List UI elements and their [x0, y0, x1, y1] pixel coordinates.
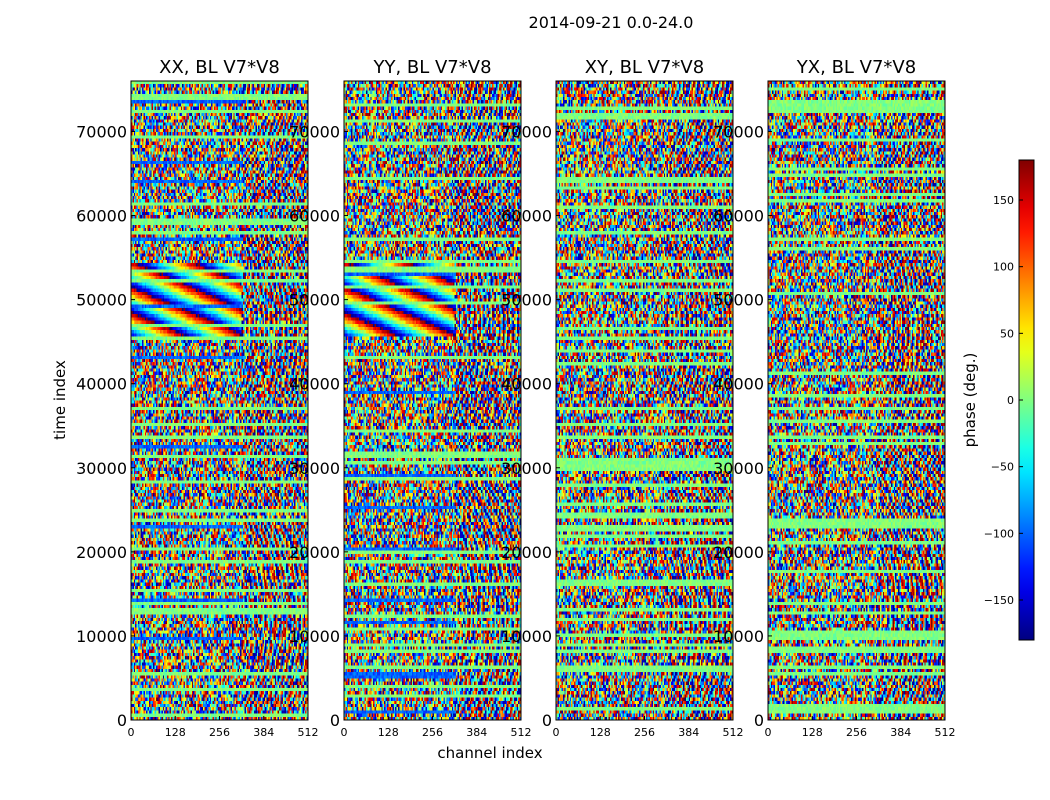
x-tick-label: 512: [298, 726, 319, 739]
x-tick-label: 384: [466, 726, 487, 739]
y-tick-label: 10000: [76, 627, 127, 646]
x-tick-label: 512: [723, 726, 744, 739]
x-tick-label: 0: [341, 726, 348, 739]
colorbar-tick-label: −100: [984, 527, 1014, 540]
x-tick-label: 256: [846, 726, 867, 739]
phase-image: [768, 81, 945, 720]
y-tick-label: 0: [117, 711, 127, 730]
y-tick-label: 60000: [713, 207, 764, 226]
y-tick-label: 30000: [713, 459, 764, 478]
panel-yx: YX, BL V7*V8 0 128 256 384 512 0 10000 20000 3000…: [713, 57, 955, 739]
y-tick-label: 20000: [289, 543, 340, 562]
colorbar-tick-label: −150: [984, 594, 1014, 607]
panels-group: XX, BL V7*V8 0 128 256 384 512 0 10000 20000 3000…: [76, 57, 955, 739]
colorbar-tick-label: 100: [993, 261, 1014, 274]
y-tick-label: 0: [754, 711, 764, 730]
panel-title: YX, BL V7*V8: [796, 57, 916, 78]
x-tick-label: 512: [935, 726, 956, 739]
x-axis-label: channel index: [437, 744, 542, 762]
x-tick-label: 128: [802, 726, 823, 739]
colorbar-label: phase (deg.): [961, 353, 979, 448]
y-tick-label: 20000: [76, 543, 127, 562]
y-tick-label: 30000: [76, 459, 127, 478]
y-tick-label: 70000: [289, 122, 340, 141]
y-tick-label: 50000: [501, 291, 552, 310]
y-axis-label: time index: [51, 360, 69, 440]
colorbar-tick-label: 50: [1000, 327, 1014, 340]
y-tick-label: 60000: [501, 207, 552, 226]
y-tick-label: 70000: [76, 122, 127, 141]
x-tick-label: 384: [253, 726, 274, 739]
y-tick-label: 40000: [76, 375, 127, 394]
colorbar-tick-label: 150: [993, 194, 1014, 207]
panel-title: XX, BL V7*V8: [159, 57, 280, 78]
x-tick-label: 0: [128, 726, 135, 739]
x-tick-label: 0: [553, 726, 560, 739]
x-tick-label: 384: [890, 726, 911, 739]
y-tick-label: 30000: [501, 459, 552, 478]
x-tick-label: 128: [590, 726, 611, 739]
y-tick-label: 40000: [289, 375, 340, 394]
y-tick-label: 50000: [713, 291, 764, 310]
y-tick-label: 10000: [501, 627, 552, 646]
y-tick-label: 50000: [76, 291, 127, 310]
y-tick-label: 20000: [501, 543, 552, 562]
y-tick-label: 10000: [713, 627, 764, 646]
panel-xx: XX, BL V7*V8 0 128 256 384 512 0 10000 20000 3000…: [76, 57, 318, 739]
x-tick-label: 128: [165, 726, 186, 739]
y-tick-label: 0: [330, 711, 340, 730]
y-tick-label: 30000: [289, 459, 340, 478]
x-tick-label: 256: [634, 726, 655, 739]
panel-title: YY, BL V7*V8: [372, 57, 491, 78]
phase-image: [131, 81, 308, 720]
x-tick-label: 384: [678, 726, 699, 739]
x-tick-label: 256: [422, 726, 443, 739]
y-tick-label: 50000: [289, 291, 340, 310]
y-tick-label: 70000: [501, 122, 552, 141]
x-tick-label: 0: [765, 726, 772, 739]
y-tick-label: 60000: [76, 207, 127, 226]
phase-image: [344, 81, 521, 720]
colorbar-tick-label: −50: [991, 461, 1014, 474]
panel-yy: YY, BL V7*V8 0 128 256 384 512 0 10000 20000 3000…: [289, 57, 531, 739]
y-tick-label: 70000: [713, 122, 764, 141]
colorbar-tick-label: 0: [1007, 394, 1014, 407]
panel-xy: XY, BL V7*V8 0 128 256 384 512 0 10000 20000 3000…: [501, 57, 743, 739]
y-tick-label: 10000: [289, 627, 340, 646]
y-tick-label: 0: [542, 711, 552, 730]
colorbar: −150 −100 −50 0 50 100 150: [984, 159, 1035, 641]
y-tick-label: 60000: [289, 207, 340, 226]
x-tick-label: 128: [378, 726, 399, 739]
y-tick-label: 40000: [501, 375, 552, 394]
figure-suptitle: 2014-09-21 0.0-24.0: [529, 13, 694, 32]
panel-title: XY, BL V7*V8: [585, 57, 704, 78]
x-tick-label: 256: [209, 726, 230, 739]
y-tick-label: 40000: [713, 375, 764, 394]
y-tick-label: 20000: [713, 543, 764, 562]
phase-image: [556, 81, 733, 720]
x-tick-label: 512: [511, 726, 532, 739]
